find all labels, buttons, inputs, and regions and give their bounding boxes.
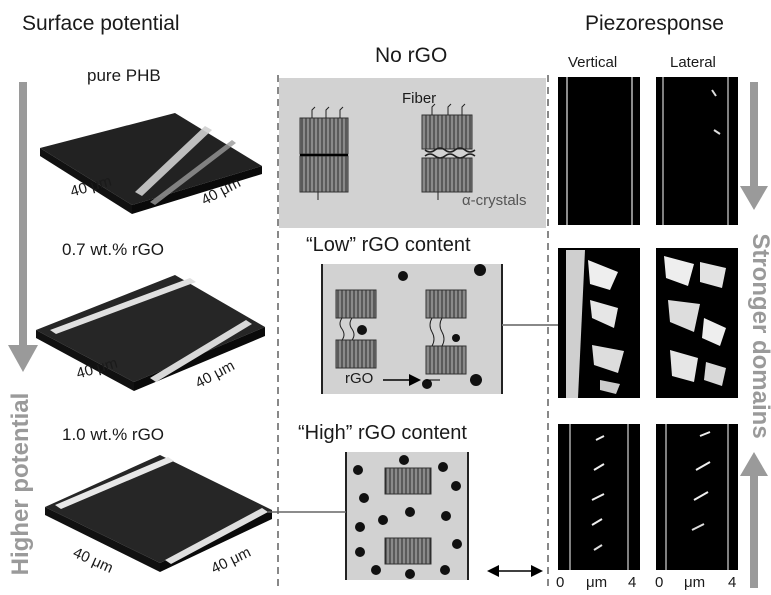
header-no-rgo: No rGO bbox=[375, 44, 448, 67]
surface-tile-1 bbox=[40, 113, 262, 214]
side-label-higher-potential: Higher potential bbox=[7, 392, 34, 576]
axis-four-2: 4 bbox=[728, 574, 737, 591]
label-fiber: Fiber bbox=[402, 90, 437, 107]
label-rgo: rGO bbox=[345, 370, 374, 387]
header-lateral: Lateral bbox=[670, 54, 716, 71]
side-label-stronger-domains: Stronger domains bbox=[747, 233, 771, 439]
sample-label-2: 0.7 wt.% rGO bbox=[62, 240, 165, 259]
header-piezoresponse: Piezoresponse bbox=[585, 12, 724, 35]
surface-tile-3 bbox=[45, 455, 272, 572]
piezo-lateral-2 bbox=[656, 248, 738, 398]
right-arrow-down bbox=[740, 82, 768, 210]
panel-low-rgo bbox=[321, 264, 503, 394]
piezo-lateral-3 bbox=[656, 424, 738, 570]
axis-four-1: 4 bbox=[628, 574, 637, 591]
sample-label-3: 1.0 wt.% rGO bbox=[62, 425, 165, 444]
header-vertical: Vertical bbox=[568, 54, 618, 71]
piezo-vertical-1 bbox=[558, 77, 640, 225]
panel-high-rgo bbox=[345, 452, 469, 580]
label-alpha-crystals: α-crystals bbox=[462, 192, 527, 209]
header-surface-potential: Surface potential bbox=[22, 12, 180, 35]
right-arrow-up bbox=[740, 452, 768, 588]
sample-label-1: pure PHB bbox=[87, 66, 161, 85]
piezo-lateral-1 bbox=[656, 77, 738, 225]
axis-zero-1: 0 bbox=[556, 574, 565, 591]
axis-zero-2: 0 bbox=[655, 574, 664, 591]
piezo-vertical-2 bbox=[558, 248, 640, 398]
left-arrow bbox=[8, 82, 38, 372]
panel-no-rgo bbox=[279, 78, 546, 228]
axis-unit-1: μm bbox=[586, 574, 608, 591]
piezo-vertical-3 bbox=[558, 424, 640, 570]
surface-tile-2 bbox=[36, 275, 265, 391]
title-high-rgo: “High” rGO content bbox=[298, 422, 467, 444]
title-low-rgo: “Low” rGO content bbox=[306, 234, 471, 256]
axis-unit-2: μm bbox=[684, 574, 706, 591]
